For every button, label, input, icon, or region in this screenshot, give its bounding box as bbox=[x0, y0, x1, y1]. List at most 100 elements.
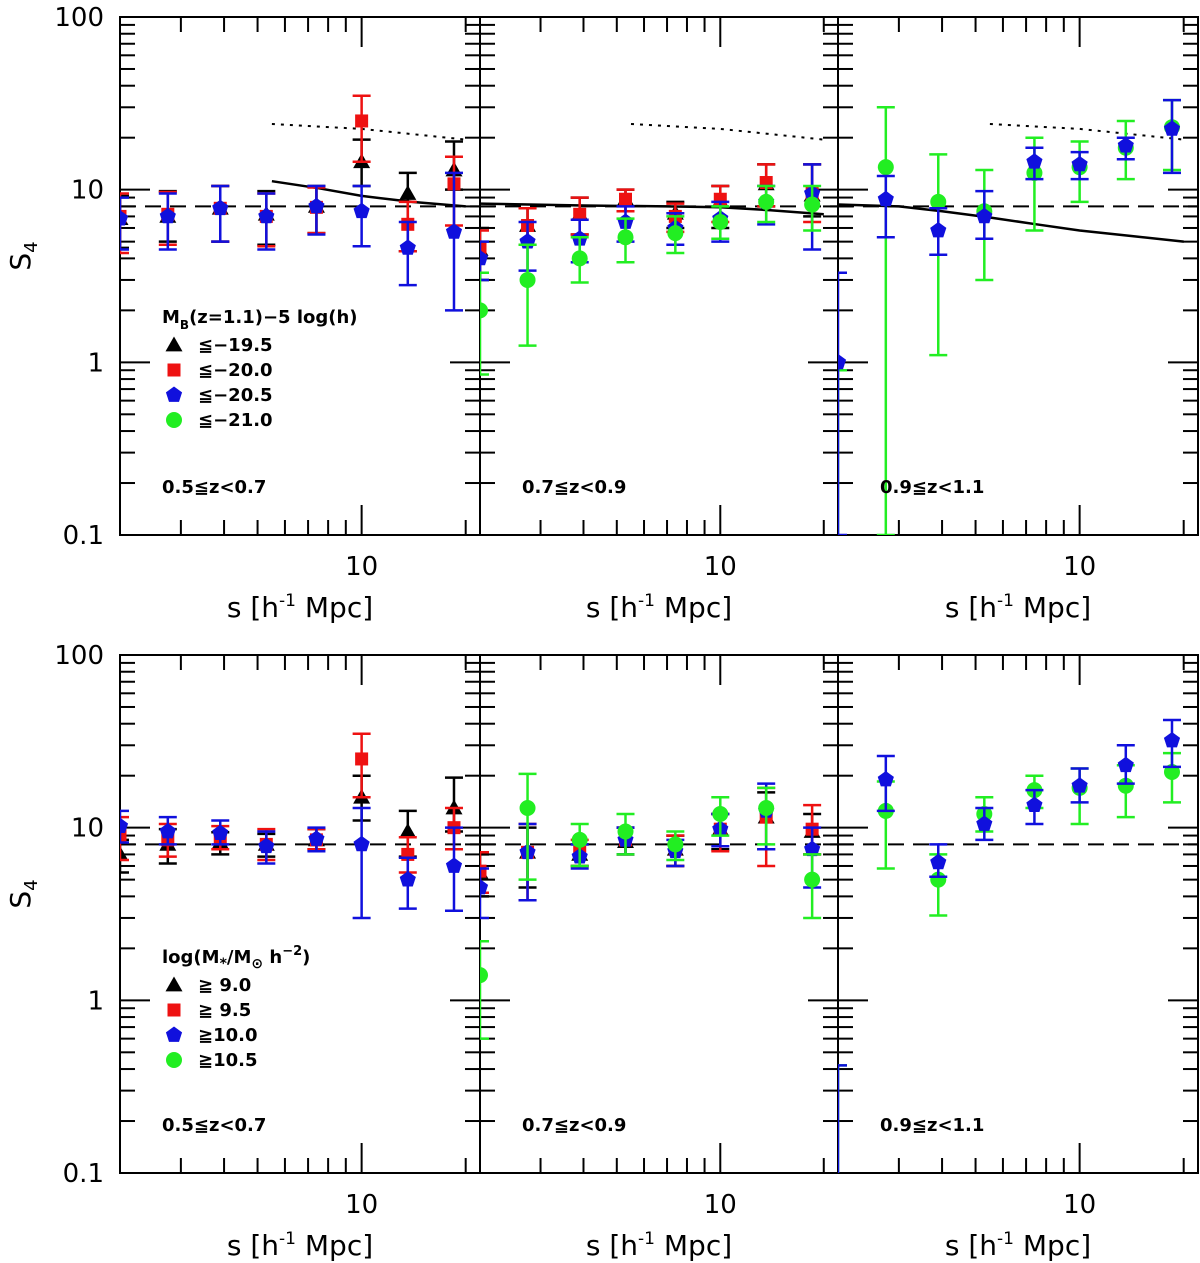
legend-label: ≦−19.5 bbox=[198, 335, 273, 356]
y-axis-label: S4 bbox=[4, 879, 42, 908]
panel-frame bbox=[119, 16, 481, 536]
data-point bbox=[399, 823, 417, 838]
theory-curve-solid bbox=[479, 202, 824, 216]
data-point bbox=[308, 197, 325, 214]
data-point bbox=[930, 193, 947, 210]
data-layer bbox=[480, 163, 822, 376]
data-layer bbox=[838, 98, 1181, 535]
data-point bbox=[1026, 153, 1043, 169]
x-tick-label: 10 bbox=[345, 552, 378, 582]
data-point bbox=[976, 815, 993, 831]
legend-label: ≧ 9.0 bbox=[198, 975, 251, 996]
panel: 10 s [h-1 Mpc] 0.7≦z<0.9 bbox=[479, 16, 839, 624]
data-layer bbox=[120, 732, 463, 920]
series-black bbox=[120, 138, 463, 253]
legend-title: MB(z=1.1)−5 log(h) bbox=[162, 307, 358, 332]
panel: 10 s [h-1 Mpc] 0.9≦z<1.1 bbox=[837, 16, 1199, 624]
data-layer bbox=[120, 94, 463, 312]
panel-frame bbox=[479, 654, 839, 1174]
data-layer bbox=[480, 772, 822, 1040]
legend: MB(z=1.1)−5 log(h) ≦−19.5 ≦−20.0 ≦−20.5 ≦−21… bbox=[162, 307, 358, 431]
data-point bbox=[120, 829, 127, 843]
data-point bbox=[667, 225, 684, 242]
data-point bbox=[355, 114, 369, 128]
series-red bbox=[480, 163, 822, 275]
series-blue bbox=[120, 806, 463, 920]
data-point bbox=[258, 837, 275, 854]
data-point bbox=[976, 207, 993, 224]
x-axis-label: s [h-1 Mpc] bbox=[586, 591, 732, 624]
data-point bbox=[212, 199, 229, 216]
data-point bbox=[712, 213, 729, 230]
panel: 10 s [h-1 Mpc] 0.5≦z<0.7 bbox=[119, 16, 481, 624]
stellar-mass-row: S4 100 10 1 0.1 10 s [h-1 Mpc] 0.5≦z<0.7 10 s [h-… bbox=[4, 641, 1199, 1262]
x-axis-label: s [h-1 Mpc] bbox=[227, 591, 373, 624]
data-point bbox=[573, 207, 587, 221]
panel: 10 s [h-1 Mpc] 0.5≦z<0.7 bbox=[119, 654, 481, 1262]
x-axis-label: s [h-1 Mpc] bbox=[945, 1229, 1091, 1262]
y-tick-label: 100 bbox=[54, 641, 104, 671]
series-red bbox=[120, 94, 463, 255]
data-point bbox=[308, 830, 325, 846]
data-point bbox=[480, 302, 488, 319]
data-point bbox=[758, 193, 775, 210]
panel-frame bbox=[837, 16, 1199, 536]
data-point bbox=[120, 845, 129, 861]
legend: log(M*/M⊙ h−2) ≧ 9.0 ≧ 9.5 ≧10.0 ≧10.5 bbox=[162, 944, 310, 1071]
panel-frame bbox=[837, 654, 1199, 1174]
series-blue bbox=[838, 98, 1181, 535]
data-point bbox=[618, 192, 632, 206]
data-point bbox=[617, 823, 634, 840]
data-point bbox=[667, 836, 684, 853]
panel-frame bbox=[119, 654, 481, 1174]
data-point bbox=[758, 799, 775, 816]
legend-marker bbox=[167, 1003, 181, 1017]
legend-label: ≦−20.0 bbox=[198, 360, 273, 381]
data-point bbox=[571, 250, 588, 267]
x-axis-label: s [h-1 Mpc] bbox=[586, 1229, 732, 1262]
legend-marker bbox=[167, 363, 181, 377]
legend-label: ≧10.0 bbox=[198, 1025, 258, 1046]
data-point bbox=[399, 239, 416, 255]
legend-marker bbox=[166, 1052, 182, 1068]
series-blue bbox=[838, 718, 1181, 1173]
legend-marker bbox=[166, 412, 182, 428]
data-point bbox=[353, 835, 370, 852]
panel: 10 s [h-1 Mpc] 0.9≦z<1.1 bbox=[837, 654, 1199, 1262]
y-tick-label: 0.1 bbox=[63, 521, 104, 551]
x-tick-label: 10 bbox=[704, 1190, 737, 1220]
legend-label: ≧10.5 bbox=[198, 1050, 258, 1071]
data-point bbox=[877, 771, 894, 787]
redshift-label: 0.7≦z<0.9 bbox=[522, 1115, 626, 1136]
series-green bbox=[480, 184, 822, 376]
redshift-label: 0.7≦z<0.9 bbox=[522, 477, 626, 498]
series-green bbox=[838, 751, 1181, 1173]
data-point bbox=[258, 207, 275, 224]
legend-label: ≧ 9.5 bbox=[198, 1000, 251, 1021]
data-point bbox=[930, 222, 947, 238]
data-point bbox=[712, 805, 729, 822]
data-point bbox=[480, 864, 487, 878]
data-point bbox=[480, 967, 488, 984]
y-tick-label: 0.1 bbox=[63, 1159, 104, 1189]
theory-curve-dotted bbox=[271, 123, 466, 141]
data-point bbox=[355, 752, 369, 766]
data-point bbox=[480, 249, 489, 266]
x-axis-label: s [h-1 Mpc] bbox=[227, 1229, 373, 1262]
redshift-label: 0.5≦z<0.7 bbox=[162, 477, 266, 498]
data-point bbox=[1071, 155, 1088, 172]
legend-marker bbox=[165, 336, 183, 352]
data-point bbox=[804, 840, 821, 857]
data-point bbox=[159, 823, 176, 839]
data-point bbox=[877, 190, 894, 207]
theory-curve-dotted bbox=[630, 123, 824, 141]
luminosity-row: S4 100 10 1 0.1 10 s [h-1 Mpc] 0.5≦z<0.7 10 s [h-… bbox=[4, 3, 1199, 624]
legend-marker bbox=[165, 976, 183, 992]
data-point bbox=[877, 159, 894, 176]
theory-curve-solid bbox=[837, 203, 1184, 243]
data-point bbox=[804, 871, 821, 888]
data-point bbox=[1117, 137, 1134, 153]
data-point bbox=[212, 824, 229, 840]
data-point bbox=[930, 853, 947, 870]
